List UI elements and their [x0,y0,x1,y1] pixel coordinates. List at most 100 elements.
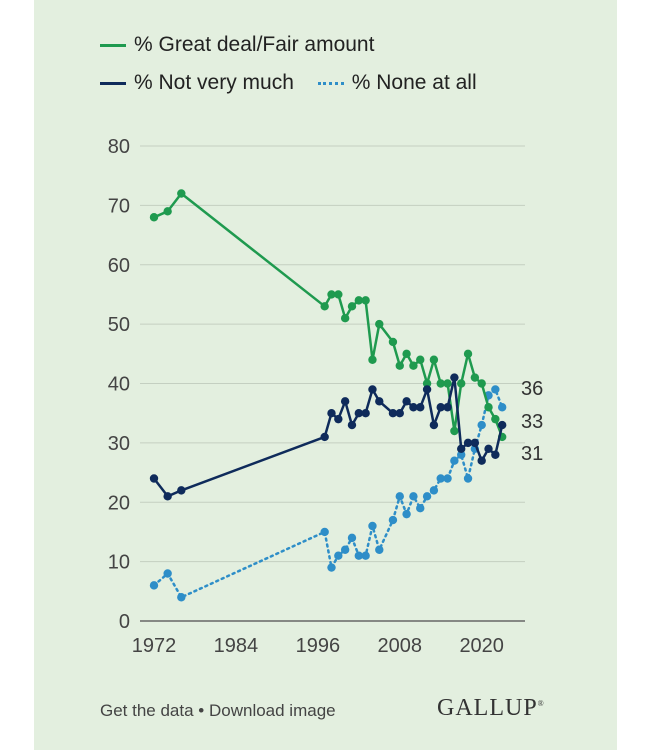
data-point [436,379,445,388]
data-point [347,533,357,543]
data-point [340,397,350,406]
data-point [429,486,439,495]
data-point [375,397,384,406]
data-point [388,408,398,418]
data-point [497,403,507,412]
data-point [149,474,159,483]
data-point [361,408,370,418]
y-tick-label: 70 [108,195,130,217]
data-point [327,408,336,418]
x-tick-label: 1984 [214,635,259,657]
get-data-link[interactable]: Get the data [100,701,194,720]
data-point [347,420,357,430]
chart-panel [34,0,617,750]
data-point [388,515,398,525]
data-point [443,379,452,388]
data-point [354,408,364,418]
data-point [402,349,411,359]
data-point [375,545,384,554]
data-point [457,450,466,459]
data-point [395,361,404,370]
data-point [334,551,343,560]
data-point [354,296,364,305]
data-point [327,290,336,299]
data-point [320,527,329,537]
data-point [368,385,377,394]
data-point [361,296,370,305]
data-point [450,373,459,382]
data-point [347,302,357,311]
data-point [422,385,432,394]
data-point [354,551,364,560]
data-point [334,290,343,299]
data-point [477,379,486,388]
data-point [149,213,159,222]
y-tick-label: 80 [108,136,130,158]
data-point [443,474,452,483]
y-tick-label: 40 [108,374,130,396]
gallup-logo: GALLUP® [437,695,545,721]
data-point [470,438,480,448]
legend-swatch-not-very-much [100,81,126,85]
download-image-link[interactable]: Download image [208,701,336,720]
legend-swatch-none-at-all [317,81,344,85]
data-point [416,403,425,412]
data-point [470,373,480,382]
data-point [334,414,343,424]
y-tick-label: 50 [108,314,130,336]
data-point [177,486,186,495]
data-point [477,456,486,465]
data-point [422,492,432,501]
data-point [443,403,452,412]
data-point [340,313,350,323]
y-tick-label: 20 [108,492,130,514]
legend-item-great-deal: % Great deal/Fair amount [100,26,374,64]
line-chart: 0 10 20 30 40 50 60 70 80 1972 1984 1996 2008 2020 36 3… [108,136,544,657]
y-tick-label: 0 [119,611,130,633]
data-point [395,492,404,501]
data-point [320,432,329,442]
data-point [177,593,186,602]
legend-label-none-at-all: % None at all [351,71,477,94]
data-point [484,444,493,454]
data-point [463,438,473,448]
data-point [491,450,500,459]
end-value-label: 33 [521,411,543,433]
data-point [416,355,425,364]
end-value-label: 31 [521,443,543,465]
x-tick-label: 2008 [378,635,423,657]
legend-label-not-very-much: % Not very much [134,71,294,94]
data-point [463,349,473,359]
data-point [416,503,425,513]
y-tick-label: 30 [108,433,130,455]
data-point [163,569,172,578]
legend-item-not-very-much: % Not very much [100,64,294,102]
x-tick-label: 2020 [459,635,504,657]
data-point [388,337,398,347]
footer-links: Get the data • Download image [100,701,336,721]
data-point [436,474,445,483]
data-point [320,302,329,311]
x-tick-label: 1972 [132,635,177,657]
x-tick-label: 1996 [296,635,341,657]
data-point [477,420,486,430]
data-point [491,385,500,394]
data-point [177,189,186,198]
data-point [429,420,439,430]
data-point [484,403,493,412]
data-point [368,355,377,364]
data-point [409,492,418,501]
data-point [163,492,172,501]
data-point [457,444,466,454]
data-point [422,379,432,388]
data-point [395,408,404,418]
data-point [163,207,172,216]
data-point [402,397,411,406]
gallup-logo-text: GALLUP [437,695,538,721]
y-tick-label: 10 [108,552,130,574]
data-point [409,403,418,412]
y-tick-label: 60 [108,255,130,277]
data-point [463,474,473,483]
data-point [450,456,459,465]
data-point [340,545,350,554]
